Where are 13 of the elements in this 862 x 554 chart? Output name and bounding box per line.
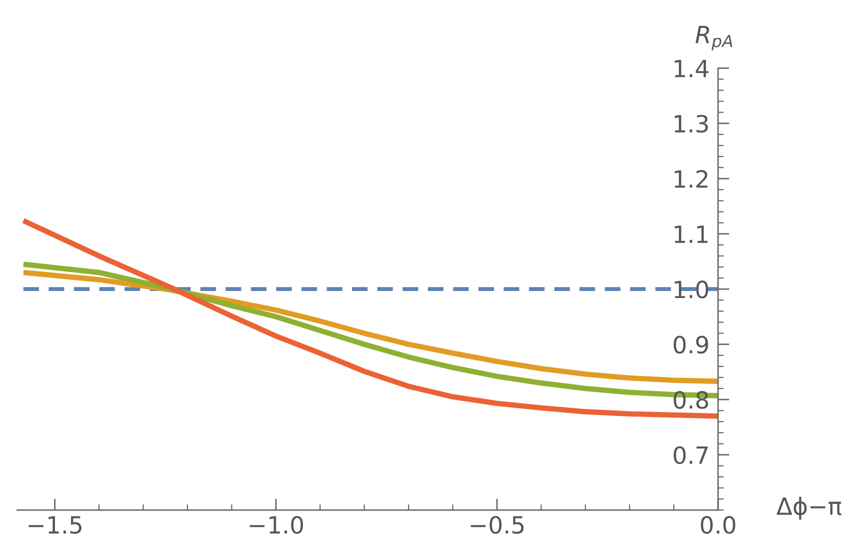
- y-tick-label: 1.3: [674, 114, 708, 133]
- x-tick-label: −1.0: [250, 516, 303, 534]
- x-tick-label: −0.5: [470, 516, 524, 534]
- y-tick-label: 1.2: [674, 170, 708, 188]
- y-tick-label: 0.7: [674, 446, 708, 464]
- x-axis-title: Δϕ−π: [776, 496, 842, 520]
- y-tick-label: 1.0: [674, 280, 708, 298]
- y-tick-label: 0.9: [674, 336, 708, 354]
- x-tick-label: −1.5: [28, 516, 82, 534]
- y-axis-title: R$_{pA}$: [696, 26, 732, 50]
- x-tick-label: 0.0: [700, 516, 736, 534]
- y-tick-label: 1.1: [674, 226, 708, 243]
- y-tick-label: 1.4: [674, 60, 708, 78]
